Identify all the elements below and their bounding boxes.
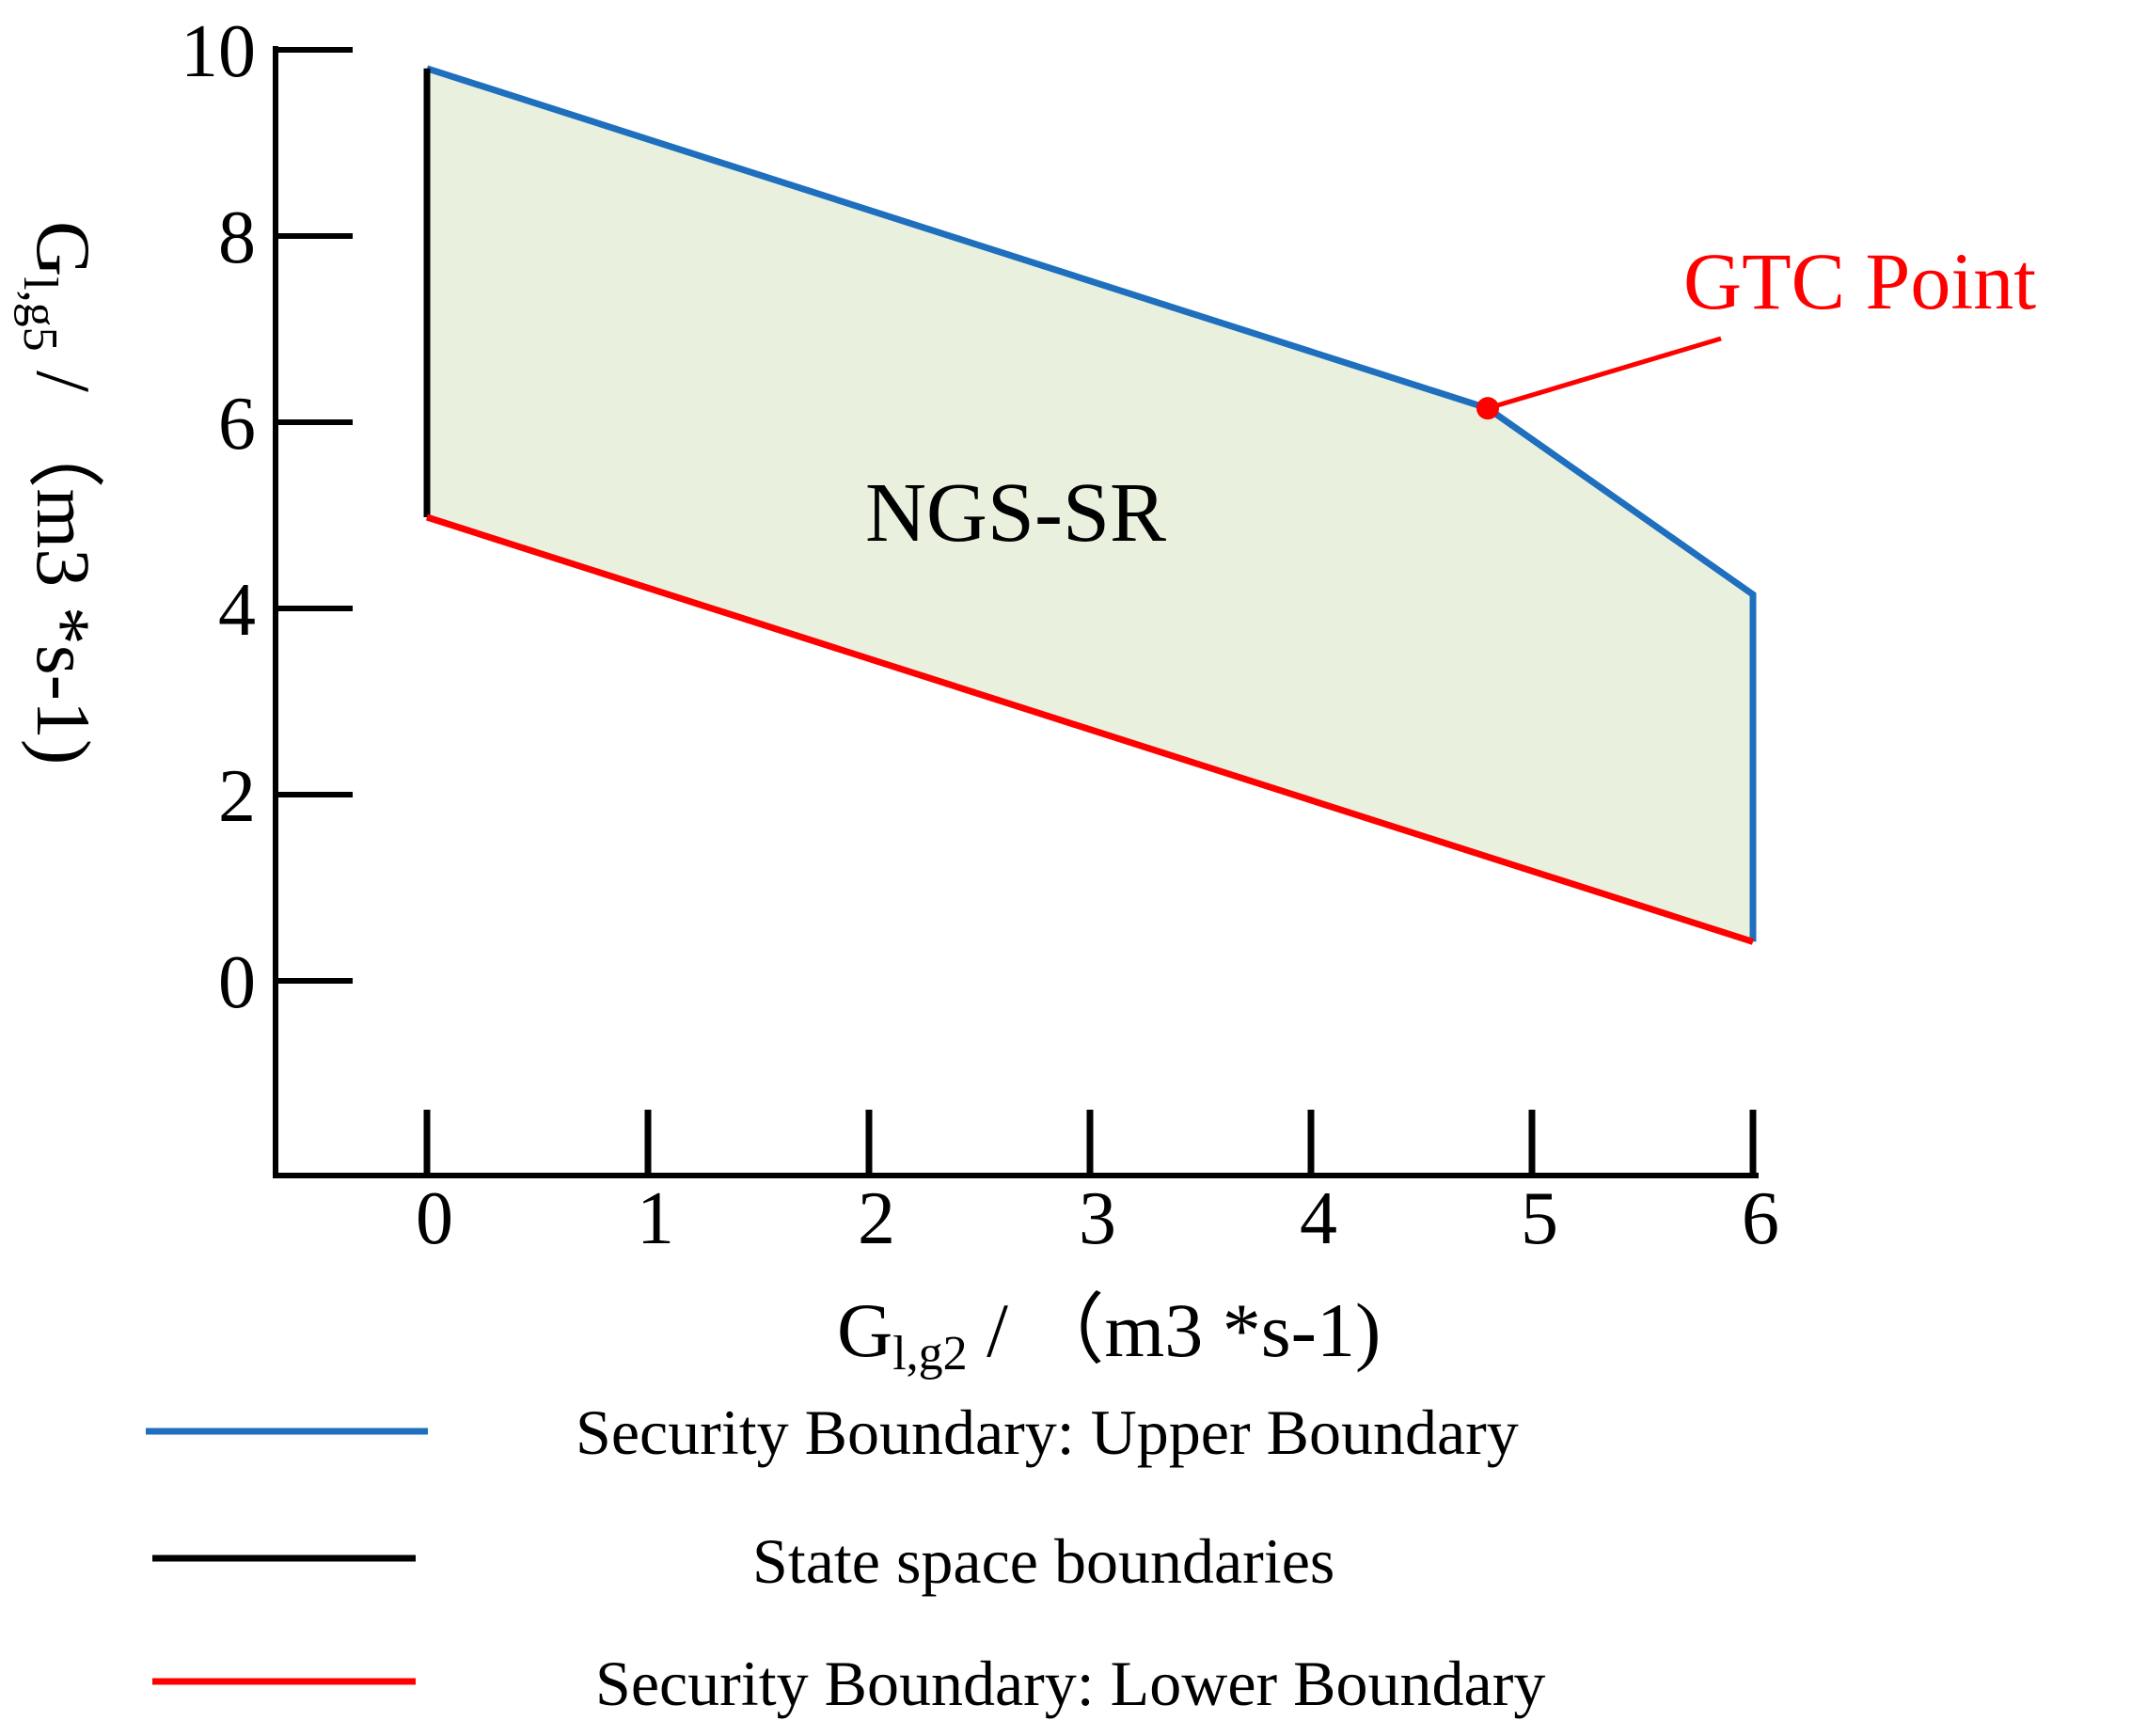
legend-label-lower: Security Boundary: Lower Boundary bbox=[595, 1648, 1545, 1719]
x-tick-label: 0 bbox=[416, 1177, 453, 1260]
series-group bbox=[423, 65, 1757, 945]
legend-label-state: State space boundaries bbox=[752, 1525, 1334, 1597]
legend: Security Boundary: Upper Boundary State … bbox=[146, 1397, 1545, 1719]
upper-boundary-line bbox=[425, 65, 1757, 942]
x-axis-title-sub: l,g2 bbox=[892, 1327, 967, 1381]
x-axis-title-unit: / （m3 *s-1) bbox=[968, 1287, 1381, 1373]
y-tick-label: 8 bbox=[218, 197, 256, 279]
x-tick-label: 2 bbox=[858, 1177, 895, 1260]
y-tick-label: 4 bbox=[218, 569, 256, 652]
y-tick-label: 6 bbox=[218, 383, 256, 466]
lower-boundary-line bbox=[425, 513, 1755, 945]
x-tick-label: 1 bbox=[637, 1177, 674, 1260]
y-tick-label: 10 bbox=[181, 10, 256, 93]
region-label: NGS-SR bbox=[865, 466, 1166, 560]
y-axis-title: Gl,g5 / （m3 *s-1) bbox=[13, 221, 106, 765]
y-tick-label: 2 bbox=[218, 755, 256, 838]
y-axis-title-unit: / （m3 *s-1) bbox=[21, 352, 106, 765]
ngs-sr-region bbox=[427, 68, 1753, 942]
x-ticks: 0 1 2 3 4 5 6 bbox=[416, 1110, 1779, 1260]
gtc-point-label: GTC Point bbox=[1683, 236, 2036, 326]
y-axis-title-sub: l,g5 bbox=[13, 276, 67, 351]
y-axis-title-main: G bbox=[21, 221, 106, 276]
gtc-point-marker bbox=[1476, 397, 1499, 420]
x-tick-label: 3 bbox=[1079, 1177, 1116, 1260]
y-ticks: 0 2 4 6 8 10 bbox=[181, 10, 353, 1024]
x-tick-label: 5 bbox=[1521, 1177, 1558, 1260]
y-tick-label: 0 bbox=[218, 941, 256, 1024]
x-axis-title-main: G bbox=[837, 1287, 892, 1373]
legend-label-upper: Security Boundary: Upper Boundary bbox=[576, 1397, 1519, 1468]
x-tick-label: 6 bbox=[1742, 1177, 1779, 1260]
x-tick-label: 4 bbox=[1300, 1177, 1337, 1260]
gtc-point-leader bbox=[1487, 336, 1722, 411]
x-axis-title: Gl,g2 / （m3 *s-1) bbox=[837, 1287, 1381, 1381]
